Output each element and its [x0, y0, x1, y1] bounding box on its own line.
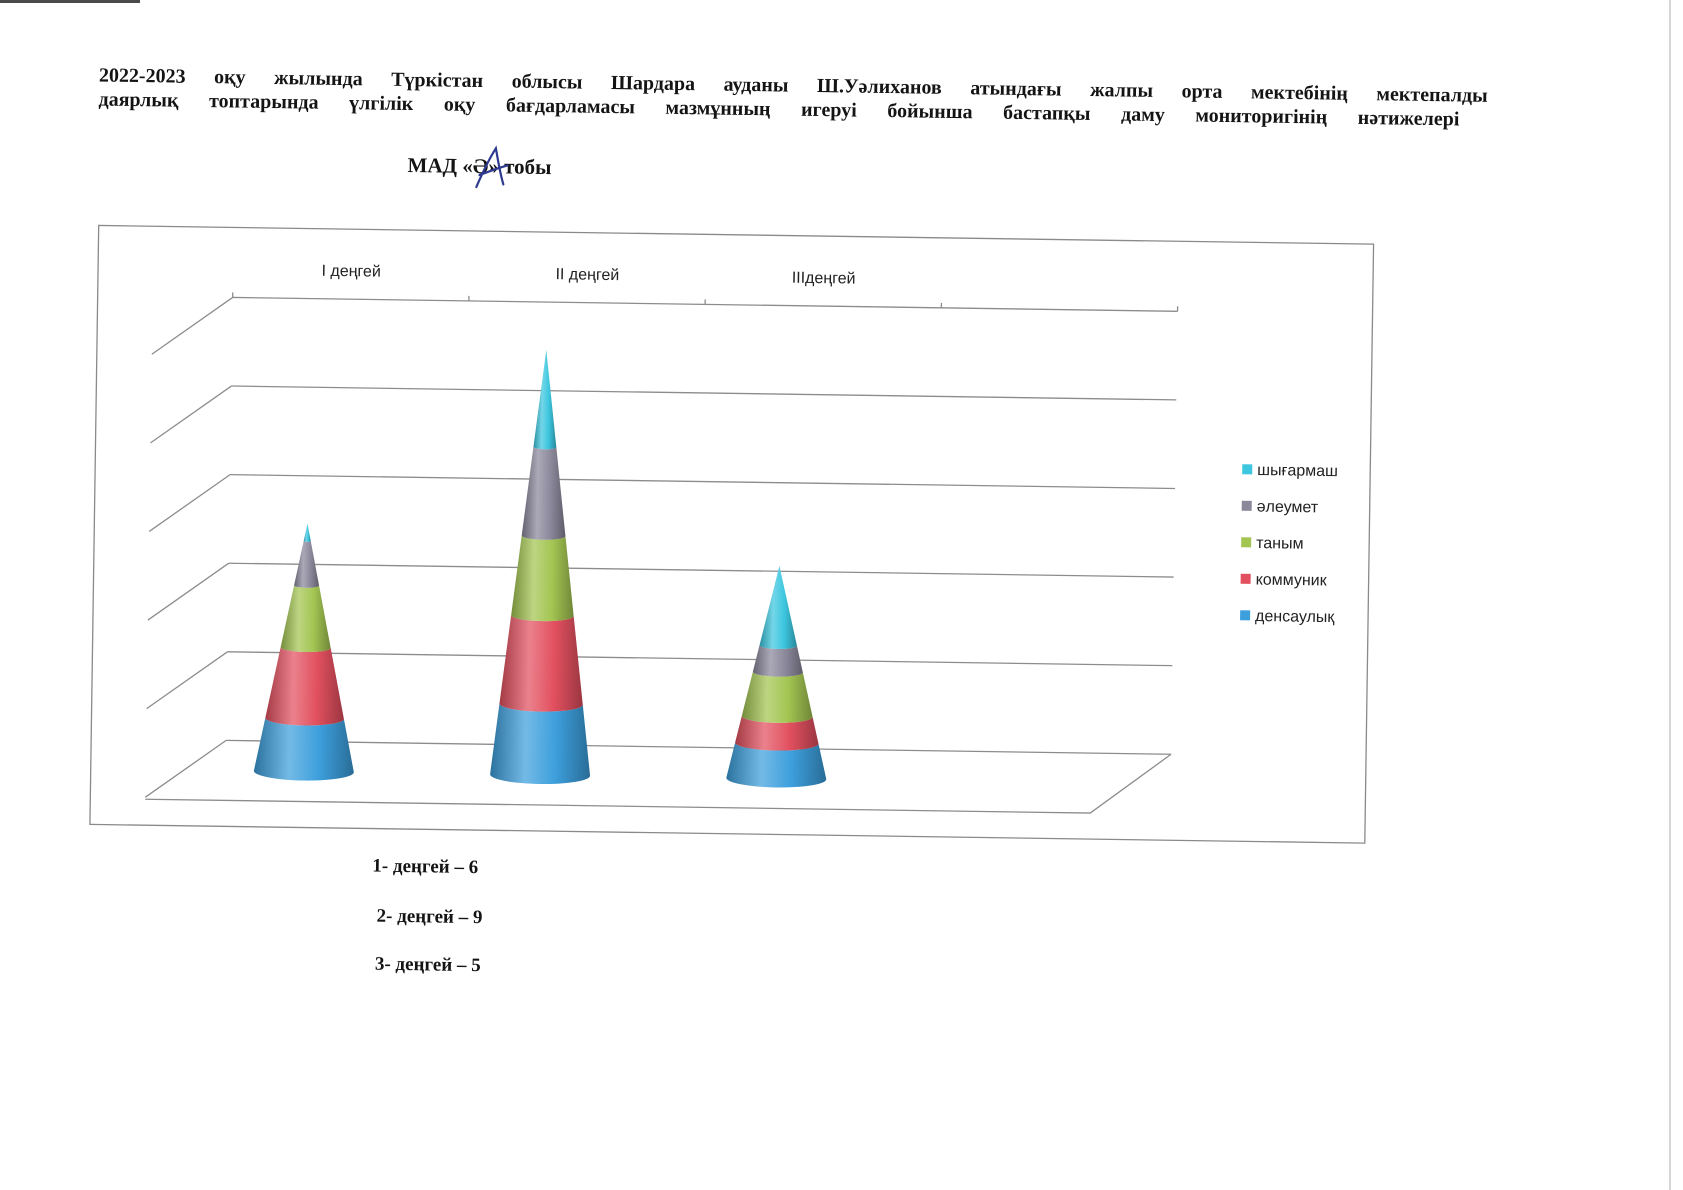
cone-segment-cat2-series2: [741, 671, 813, 723]
legend-swatch-kommunik: [1240, 573, 1251, 584]
legend-label-tanym: таным: [1256, 535, 1304, 553]
side-wall-gridline: [147, 562, 230, 621]
cone-segment-cat0-series0: [253, 717, 354, 781]
legend-label-shygarmash: шығармаш: [1257, 462, 1338, 480]
back-wall-gridline: [227, 651, 1173, 667]
side-wall-gridline: [150, 385, 232, 444]
cone-segment-cat1-series4: [533, 349, 557, 450]
cone-segment-cat0-series3: [294, 541, 320, 588]
cone-segment-cat2-series0: [726, 742, 827, 788]
back-wall-gridline: [228, 562, 1174, 578]
cone-segment-cat1-series3: [521, 447, 566, 540]
legend-swatch-tanym: [1241, 537, 1252, 548]
chart-frame: [89, 224, 1375, 844]
back-wall-gridline: [226, 739, 1172, 755]
floor-edge: [145, 753, 1172, 814]
handwritten-correction-mark: [475, 145, 509, 189]
handwritten-stroke: [475, 145, 509, 189]
category-label-level-3: IIIдеңгей: [792, 270, 856, 288]
chart-walls-and-gridlines: [144, 292, 1179, 814]
back-wall-gridline: [231, 385, 1177, 401]
category-label-level-1: I деңгей: [321, 263, 381, 281]
cone-chart: I деңгей II деңгей IIIдеңгей шығармаш әл…: [89, 224, 1375, 844]
cone-segment-cat1-series0: [490, 703, 591, 785]
back-wall-gridline: [230, 473, 1175, 490]
legend-label-kommunik: коммуник: [1256, 571, 1328, 589]
side-wall-gridline: [146, 651, 228, 710]
cone-segment-cat0-series2: [280, 585, 331, 653]
summary-level-1: 1- деңгей – 6: [372, 855, 479, 879]
cone-segment-cat0-series1: [265, 647, 344, 726]
cone-segment-cat1-series1: [499, 615, 583, 712]
chart-legend: шығармаш әлеумет таным коммуник денсаулы…: [1240, 462, 1338, 626]
cone-segment-cat1-series2: [511, 535, 574, 622]
legend-swatch-shygarmash: [1242, 464, 1253, 475]
side-wall-gridline: [144, 739, 227, 798]
legend-swatch-densaulyk: [1240, 610, 1251, 621]
cone-segment-cat2-series3: [752, 645, 803, 677]
corrected-letter: Ә: [473, 145, 509, 189]
chart-cones: [253, 349, 827, 788]
scan-edge-mark: [0, 0, 140, 3]
summary-level-3: 3- деңгей – 5: [374, 953, 481, 977]
summary-level-2: 2- деңгей – 9: [376, 905, 483, 929]
legend-swatch-aleumet: [1241, 500, 1252, 511]
cone-segment-cat2-series1: [735, 715, 819, 751]
side-wall-gridline: [151, 296, 234, 355]
document-sheet: 2022-2023 оқу жылында Түркістан облысы Ш…: [89, 64, 1488, 977]
category-label-level-2: II деңгей: [555, 266, 619, 284]
legend-label-densaulyk: денсаулық: [1255, 608, 1336, 626]
group-subtitle: МАД «Ә» тобы: [407, 145, 552, 189]
cone-segment-cat2-series4: [759, 565, 797, 649]
legend-label-aleumet: әлеумет: [1257, 498, 1319, 516]
side-wall-gridline: [148, 474, 231, 532]
scan-edge-line: [1669, 0, 1671, 1190]
cone-segment-cat0-series4: [303, 523, 311, 542]
